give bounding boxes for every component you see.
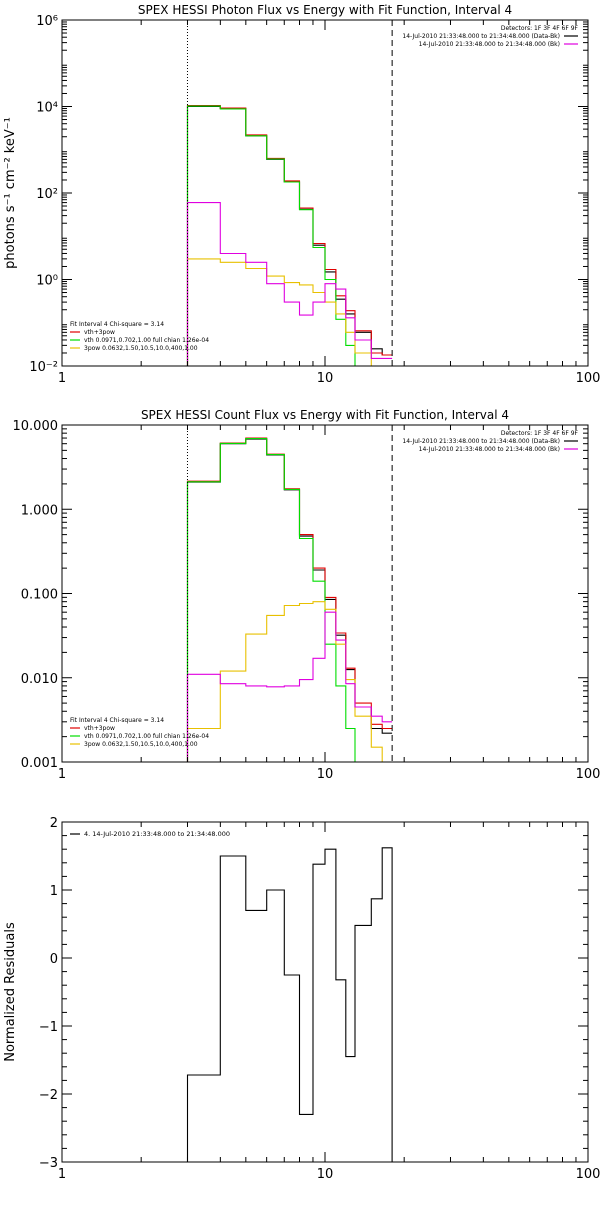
y-tick-label: 0.001 [21, 756, 58, 771]
legend-entry-label: vth 0.0971,0.702,1.00 full chian 1.26e-0… [84, 337, 209, 344]
detectors-note: Detectors: 1F 3F 4F 6F 9F [501, 430, 579, 437]
y-tick-label: 10⁰ [36, 274, 58, 289]
x-tick-label: 1 [58, 767, 66, 782]
y-tick-label: −3 [39, 1156, 58, 1171]
y-tick-label: 0 [50, 952, 58, 967]
series-line-bk [188, 203, 393, 366]
y-tick-label: 1 [50, 884, 58, 899]
series-group [188, 106, 393, 410]
x-tick-label: 100 [576, 1167, 600, 1182]
legend-entry-label: 4. 14-Jul-2010 21:33:48.000 to 21:34:48.… [84, 830, 230, 838]
header-entry-label: 14-Jul-2010 21:33:48.000 to 21:34:48.000… [419, 41, 560, 48]
x-tick-label: 10 [317, 1167, 334, 1182]
series-line-vth [188, 106, 393, 409]
series-group [188, 438, 393, 795]
legend-entry-label: 3pow 0.0632,1.50,10.5,10.0,400,1.00 [84, 741, 198, 748]
plot-panel-2: 1 10 100 0.001 0.010 0.100 1.000 10.000 SPEX HES… [13, 408, 600, 796]
plot-title: SPEX HESSI Photon Flux vs Energy with Fi… [138, 3, 512, 17]
series-line-data-bk [188, 107, 393, 367]
series-line-vth-3pow [188, 106, 393, 366]
plot-frame [62, 822, 588, 1162]
legend-header: Fit Interval 4 Chi-square = 3.14 [70, 321, 164, 328]
y-tick-label: 1.000 [21, 503, 58, 518]
plot-panel-1: 1 10 100 10⁻² 10⁰ 10² 10⁴ 10⁶ SPEX HESSI Photon … [3, 3, 600, 409]
x-tick-label: 1 [58, 371, 66, 386]
legend-header: Fit Interval 4 Chi-square = 3.14 [70, 717, 164, 724]
plot-frame [62, 20, 588, 366]
header-entry-label: 14-Jul-2010 21:33:48.000 to 21:34:48.000… [402, 438, 560, 445]
x-tick-label: 10 [317, 371, 334, 386]
x-tick-label: 1 [58, 1167, 66, 1182]
x-tick-label: 100 [576, 371, 600, 386]
series-group [188, 848, 393, 1162]
detectors-note: Detectors: 1F 3F 4F 6F 9F [501, 25, 579, 32]
header-entry-label: 14-Jul-2010 21:33:48.000 to 21:34:48.000… [419, 446, 560, 453]
header-entry-label: 14-Jul-2010 21:33:48.000 to 21:34:48.000… [402, 33, 560, 40]
series-line-vth [188, 439, 393, 796]
series-line-bk [188, 612, 393, 762]
x-tick-label: 100 [576, 767, 600, 782]
series-line-3pow [188, 259, 393, 376]
legend-entry-label: vth 0.0971,0.702,1.00 full chian 1.26e-0… [84, 733, 209, 740]
y-tick-label: 2 [50, 816, 58, 831]
legend-entry-label: vth+3pow [84, 329, 115, 336]
plot-title: SPEX HESSI Count Flux vs Energy with Fit… [141, 408, 509, 422]
legend-entry-label: vth+3pow [84, 725, 115, 732]
y-tick-label: 10⁻² [29, 360, 58, 375]
y-axis-label: Normalized Residuals [3, 922, 18, 1062]
y-tick-label: 10⁴ [36, 101, 58, 116]
y-tick-label: 10.000 [13, 419, 59, 434]
y-tick-label: 0.100 [21, 588, 58, 603]
y-axis-label: photons s⁻¹ cm⁻² keV⁻¹ [3, 117, 18, 269]
series-line-vth-3pow [188, 438, 393, 762]
y-tick-label: 10⁶ [36, 14, 58, 29]
series-line-4-14-jul-2010-21-33-48-000-to-21-34-48-000 [188, 848, 393, 1162]
plot-panel-3: 1 10 100 −3 −2 −1 0 1 2 Normalized Residuals 4. 14… [3, 816, 600, 1182]
y-tick-label: −1 [39, 1020, 58, 1035]
legend-entry-label: 3pow 0.0632,1.50,10.5,10.0,400,1.00 [84, 345, 198, 352]
series-line-data-bk [188, 439, 393, 762]
y-tick-label: 10² [36, 187, 58, 202]
x-tick-label: 10 [317, 767, 334, 782]
y-tick-label: 0.010 [21, 672, 58, 687]
y-tick-label: −2 [39, 1088, 58, 1103]
